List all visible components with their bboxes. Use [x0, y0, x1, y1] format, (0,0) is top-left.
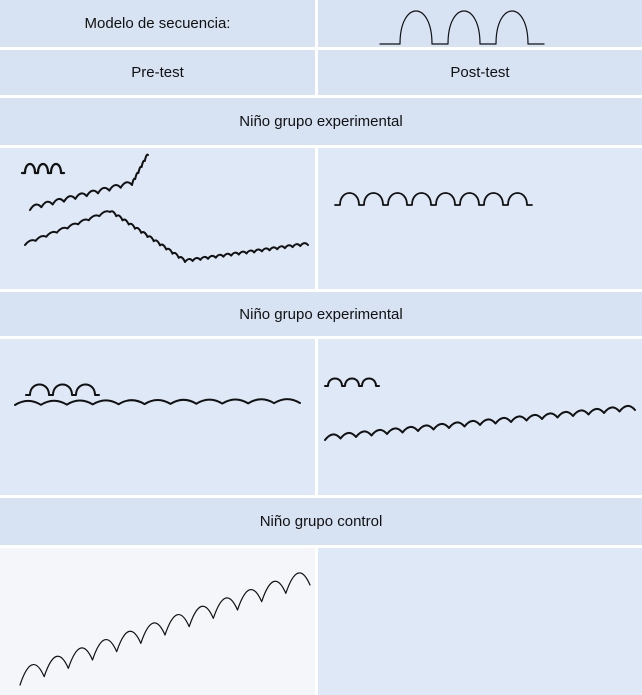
- scribble: [335, 193, 532, 205]
- table-page: Modelo de secuencia: Pre-test Post-test …: [0, 0, 642, 695]
- scribble: [30, 155, 148, 210]
- scribble: [325, 406, 635, 440]
- scribble: [325, 379, 379, 387]
- scribble: [15, 399, 300, 405]
- sequence-model: [380, 11, 544, 44]
- scribble: [22, 164, 64, 173]
- scribble: [20, 573, 310, 685]
- drawings: [0, 0, 642, 695]
- scribble: [26, 385, 99, 396]
- scribble: [25, 211, 308, 262]
